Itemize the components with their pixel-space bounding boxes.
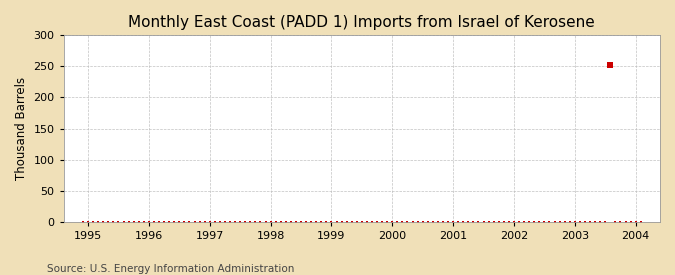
Y-axis label: Thousand Barrels: Thousand Barrels xyxy=(15,77,28,180)
Title: Monthly East Coast (PADD 1) Imports from Israel of Kerosene: Monthly East Coast (PADD 1) Imports from… xyxy=(128,15,595,30)
Text: Source: U.S. Energy Information Administration: Source: U.S. Energy Information Administ… xyxy=(47,264,294,274)
